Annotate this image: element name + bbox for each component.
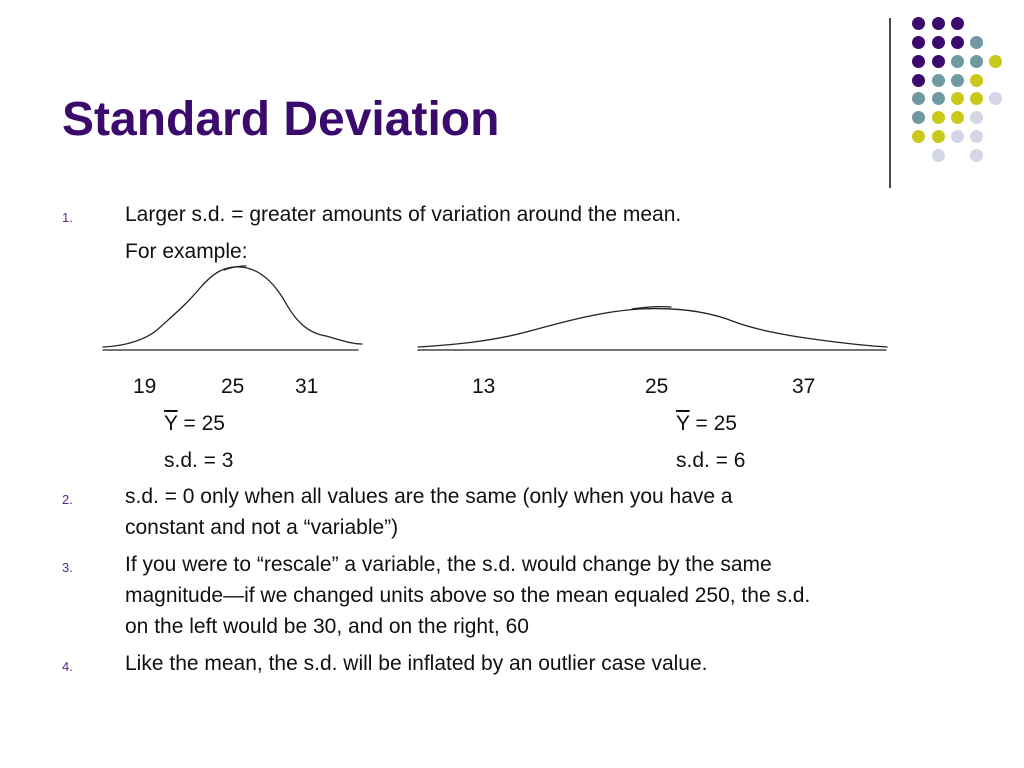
dot	[932, 17, 945, 30]
dot	[912, 74, 925, 87]
narrow-distribution-curve	[102, 266, 363, 348]
list-item-text: s.d. = 0 only when all values are the sa…	[125, 485, 733, 508]
left-tick-label: 19	[133, 375, 157, 398]
dot	[932, 111, 945, 124]
left-mean-value: = 25	[177, 412, 225, 435]
dot	[932, 55, 945, 68]
dot	[970, 92, 983, 105]
dot	[951, 55, 964, 68]
left-mean: Y = 25	[164, 408, 225, 439]
list-item-text: constant and not a “variable”)	[125, 516, 399, 539]
right-tick-label: 13	[472, 375, 496, 398]
dot	[970, 149, 983, 162]
dot	[912, 17, 925, 30]
dot	[970, 130, 983, 143]
dot	[989, 55, 1002, 68]
dot	[932, 130, 945, 143]
dot	[951, 92, 964, 105]
list-number: 3.	[62, 560, 73, 575]
list-item-text: For example:	[125, 240, 248, 263]
decorative-dot-grid	[900, 12, 1020, 182]
dot	[970, 74, 983, 87]
dot	[951, 130, 964, 143]
list-number: 2.	[62, 492, 73, 507]
list-item-text: Larger s.d. = greater amounts of variati…	[125, 203, 682, 226]
narrow-mean-mark	[223, 265, 247, 271]
y-bar-symbol: Y	[676, 412, 690, 435]
list-item-text: magnitude—if we changed units above so t…	[125, 584, 811, 607]
dot	[932, 92, 945, 105]
decorative-divider	[889, 18, 891, 188]
right-tick-label: 37	[792, 375, 816, 398]
dot	[912, 92, 925, 105]
dot	[932, 74, 945, 87]
dot	[932, 149, 945, 162]
left-sd: s.d. = 3	[164, 449, 234, 472]
wide-distribution-curve	[417, 307, 888, 348]
list-number: 1.	[62, 210, 73, 225]
dot	[989, 92, 1002, 105]
dot	[951, 17, 964, 30]
dot	[951, 74, 964, 87]
dot	[932, 36, 945, 49]
slide-title: Standard Deviation	[62, 93, 500, 146]
distribution-curves	[102, 265, 888, 351]
dot	[951, 36, 964, 49]
y-bar-symbol: Y	[164, 412, 178, 435]
list-item-text: on the left would be 30, and on the righ…	[125, 615, 529, 638]
list-number: 4.	[62, 659, 73, 674]
dot	[951, 111, 964, 124]
wide-mean-mark	[631, 305, 672, 310]
right-tick-label: 25	[645, 375, 669, 398]
dot	[970, 55, 983, 68]
dot	[970, 36, 983, 49]
list-item-text: If you were to “rescale” a variable, the…	[125, 553, 772, 576]
dot	[912, 36, 925, 49]
left-tick-label: 25	[221, 375, 245, 398]
right-mean: Y = 25	[676, 408, 737, 439]
left-tick-label: 31	[295, 375, 319, 398]
right-sd: s.d. = 6	[676, 449, 746, 472]
right-mean-value: = 25	[689, 412, 737, 435]
dot	[912, 130, 925, 143]
list-item-text: Like the mean, the s.d. will be inflated…	[125, 652, 708, 675]
dot	[970, 111, 983, 124]
dot	[912, 111, 925, 124]
dot	[912, 55, 925, 68]
